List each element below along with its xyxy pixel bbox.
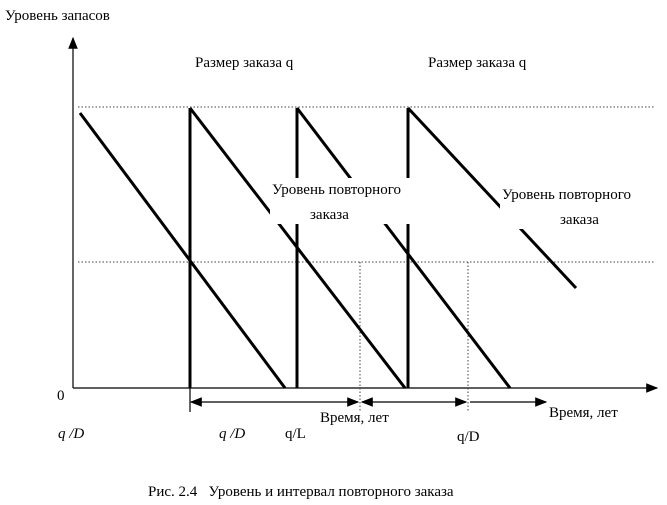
label-bg bbox=[500, 183, 667, 229]
y-axis-label: Уровень запасов bbox=[5, 8, 110, 24]
origin-label: 0 bbox=[57, 388, 65, 404]
annotation: Уровень повторного bbox=[272, 182, 401, 198]
interval-label: q/D bbox=[457, 429, 480, 445]
interval-label: q /D bbox=[58, 426, 84, 442]
annotation: Размер заказа q bbox=[428, 55, 527, 71]
caption: Рис. 2.4 Уровень и интервал повторного з… bbox=[148, 484, 454, 500]
annotation: Размер заказа q bbox=[195, 55, 294, 71]
interval-label: q/L bbox=[285, 426, 306, 442]
interval-label: q /D bbox=[219, 426, 245, 442]
label-bg bbox=[270, 178, 440, 224]
x-axis-label: Время, лет bbox=[549, 405, 618, 421]
annotation: заказа bbox=[560, 212, 599, 228]
sawtooth bbox=[78, 106, 578, 389]
interval-label: Время, лет bbox=[320, 410, 389, 426]
annotation: Уровень повторного bbox=[502, 187, 631, 203]
annotation: заказа bbox=[310, 207, 349, 223]
